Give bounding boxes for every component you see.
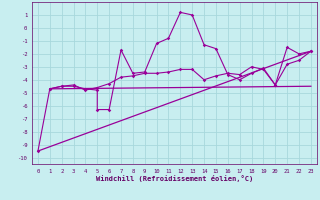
X-axis label: Windchill (Refroidissement éolien,°C): Windchill (Refroidissement éolien,°C) — [96, 175, 253, 182]
